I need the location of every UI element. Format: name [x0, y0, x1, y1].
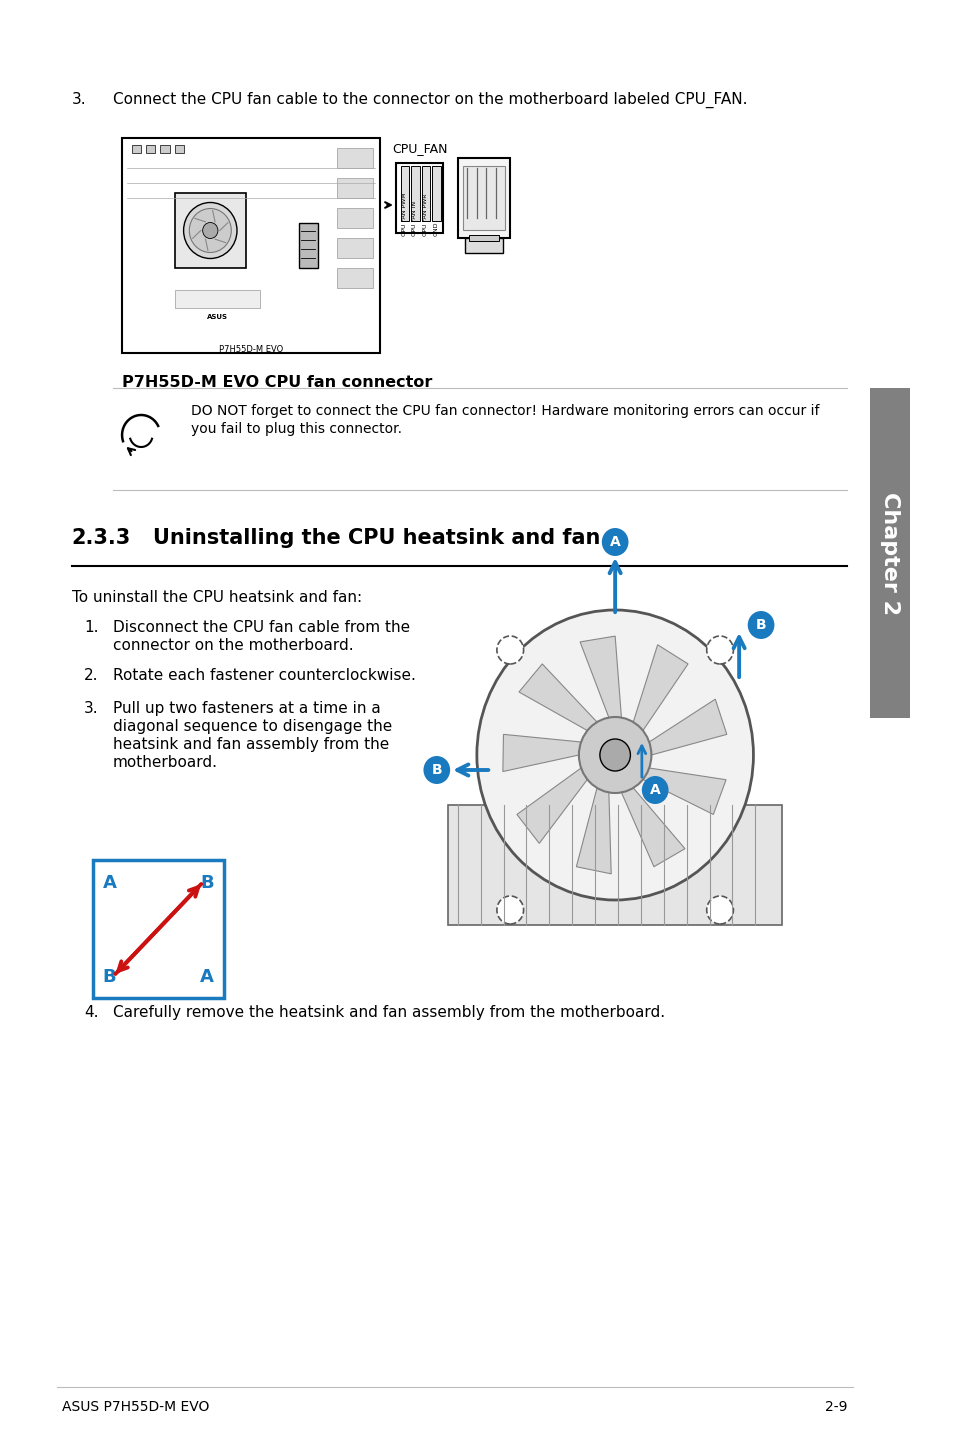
Bar	[469, 234, 498, 242]
Text: B: B	[431, 764, 441, 777]
Text: Chapter 2: Chapter 2	[879, 492, 899, 614]
Text: 2-9: 2-9	[824, 1401, 847, 1414]
Text: 2.3.3: 2.3.3	[71, 528, 131, 548]
Bar	[448, 805, 781, 925]
Text: CPU_FAN: CPU_FAN	[392, 142, 447, 155]
Bar	[411, 165, 419, 221]
Text: A: A	[103, 874, 116, 892]
Circle shape	[183, 203, 236, 259]
Bar	[146, 145, 155, 152]
Bar	[457, 158, 510, 239]
Text: ASUS P7H55D-M EVO: ASUS P7H55D-M EVO	[62, 1401, 209, 1414]
Bar	[174, 290, 260, 308]
Polygon shape	[649, 699, 726, 755]
Text: Connect the CPU fan cable to the connector on the motherboard labeled CPU_FAN.: Connect the CPU fan cable to the connect…	[112, 92, 746, 108]
Text: you fail to plug this connector.: you fail to plug this connector.	[191, 421, 401, 436]
Text: 1.: 1.	[84, 620, 98, 636]
Text: 3.: 3.	[84, 700, 98, 716]
Text: connector on the motherboard.: connector on the motherboard.	[112, 638, 353, 653]
Text: DO NOT forget to connect the CPU fan connector! Hardware monitoring errors can o: DO NOT forget to connect the CPU fan con…	[191, 404, 819, 418]
Circle shape	[599, 739, 630, 771]
Polygon shape	[633, 644, 687, 731]
Circle shape	[706, 896, 733, 925]
Text: Carefully remove the heatsink and fan assembly from the motherboard.: Carefully remove the heatsink and fan as…	[112, 1005, 664, 1020]
Bar	[336, 239, 373, 257]
Bar	[869, 388, 909, 718]
Polygon shape	[579, 636, 620, 718]
Circle shape	[578, 718, 651, 792]
Bar	[395, 162, 443, 233]
Text: CPU FAN PWR: CPU FAN PWR	[422, 194, 427, 236]
Polygon shape	[517, 768, 587, 843]
Text: P7H55D-M EVO: P7H55D-M EVO	[218, 345, 283, 354]
Bar	[462, 165, 505, 230]
Polygon shape	[642, 768, 725, 814]
Text: CPU FAN IN: CPU FAN IN	[412, 201, 416, 236]
Polygon shape	[576, 788, 611, 874]
Bar	[92, 860, 224, 998]
Circle shape	[601, 528, 628, 557]
Text: motherboard.: motherboard.	[112, 755, 217, 769]
Text: B: B	[200, 874, 213, 892]
Bar	[298, 223, 317, 267]
Bar	[421, 165, 430, 221]
Text: To uninstall the CPU heatsink and fan:: To uninstall the CPU heatsink and fan:	[71, 590, 361, 605]
Bar	[336, 178, 373, 198]
Polygon shape	[518, 664, 597, 731]
Text: CPU FAN PWM: CPU FAN PWM	[401, 193, 406, 236]
Polygon shape	[502, 735, 580, 772]
Circle shape	[497, 636, 523, 664]
Circle shape	[706, 636, 733, 664]
Text: A: A	[649, 784, 659, 797]
Text: 2.: 2.	[84, 669, 98, 683]
Circle shape	[189, 209, 231, 253]
Bar	[336, 148, 373, 168]
Bar	[432, 165, 440, 221]
Polygon shape	[620, 788, 684, 867]
Bar	[174, 193, 246, 267]
Bar	[400, 165, 409, 221]
Bar	[132, 145, 141, 152]
Text: heatsink and fan assembly from the: heatsink and fan assembly from the	[112, 738, 389, 752]
Bar	[174, 145, 184, 152]
Bar	[122, 138, 379, 352]
Text: A: A	[609, 535, 619, 549]
Circle shape	[202, 223, 217, 239]
Circle shape	[641, 777, 668, 804]
Text: Uninstalling the CPU heatsink and fan: Uninstalling the CPU heatsink and fan	[152, 528, 599, 548]
Bar	[160, 145, 170, 152]
Text: B: B	[103, 968, 116, 986]
Text: Rotate each fastener counterclockwise.: Rotate each fastener counterclockwise.	[112, 669, 415, 683]
Circle shape	[423, 756, 450, 784]
Text: 3.: 3.	[71, 92, 86, 106]
Text: Pull up two fasteners at a time in a: Pull up two fasteners at a time in a	[112, 700, 380, 716]
Circle shape	[497, 896, 523, 925]
Text: Disconnect the CPU fan cable from the: Disconnect the CPU fan cable from the	[112, 620, 409, 636]
Text: P7H55D-M EVO CPU fan connector: P7H55D-M EVO CPU fan connector	[122, 375, 432, 390]
Text: A: A	[200, 968, 213, 986]
Text: ASUS: ASUS	[207, 313, 228, 321]
Bar	[465, 239, 502, 253]
Bar	[336, 267, 373, 288]
Text: 4.: 4.	[84, 1005, 98, 1020]
Text: GND: GND	[433, 221, 437, 236]
Text: diagonal sequence to disengage the: diagonal sequence to disengage the	[112, 719, 392, 733]
Bar	[336, 209, 373, 229]
Text: B: B	[755, 618, 765, 631]
Circle shape	[747, 611, 774, 638]
Circle shape	[476, 610, 753, 900]
